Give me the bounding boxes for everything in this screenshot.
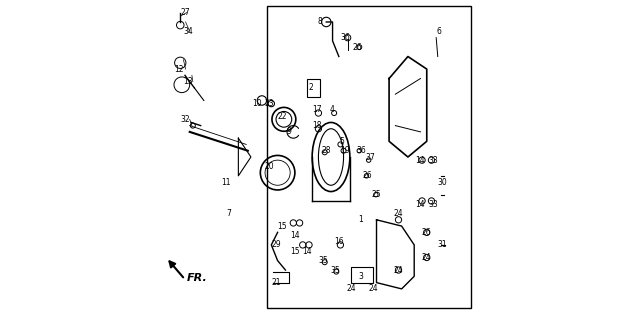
Text: 25: 25 (372, 190, 381, 199)
Text: 14: 14 (303, 247, 312, 256)
Text: 8: 8 (317, 18, 323, 26)
Text: 24: 24 (394, 209, 403, 218)
Text: 30: 30 (438, 178, 447, 187)
Text: 37: 37 (365, 153, 375, 161)
Text: 14: 14 (290, 231, 300, 240)
Text: 9: 9 (286, 127, 291, 136)
Text: 34: 34 (183, 27, 193, 36)
Text: 28: 28 (321, 146, 331, 155)
Text: 26: 26 (422, 228, 431, 237)
Text: 31: 31 (438, 241, 447, 249)
Text: 4: 4 (330, 106, 335, 114)
Text: 15: 15 (278, 222, 287, 230)
Text: 21: 21 (271, 278, 281, 287)
Text: 27: 27 (180, 8, 190, 17)
Text: 23: 23 (265, 99, 275, 108)
Text: 24: 24 (369, 284, 378, 293)
Text: 19: 19 (340, 146, 350, 155)
Text: 22: 22 (278, 112, 287, 121)
Text: 33: 33 (428, 200, 438, 208)
Text: 24: 24 (347, 284, 356, 293)
Text: 26: 26 (362, 171, 372, 180)
Text: 5: 5 (340, 137, 344, 146)
Text: 13: 13 (183, 77, 193, 86)
Text: 3: 3 (358, 272, 364, 281)
Text: 26: 26 (353, 43, 362, 51)
Text: 11: 11 (221, 178, 230, 187)
Text: 7: 7 (227, 209, 232, 218)
Text: 36: 36 (356, 146, 365, 155)
Text: 14: 14 (415, 156, 426, 165)
Text: 29: 29 (271, 241, 281, 249)
Text: 15: 15 (290, 247, 300, 256)
Text: 36: 36 (340, 33, 350, 42)
Text: 2: 2 (308, 84, 313, 92)
Text: 35: 35 (331, 266, 340, 274)
Text: 10: 10 (252, 99, 262, 108)
Bar (267, 6, 471, 308)
Text: 35: 35 (318, 256, 328, 265)
Text: 32: 32 (180, 115, 190, 124)
Text: 18: 18 (312, 121, 322, 130)
Text: 33: 33 (428, 156, 438, 165)
Text: 20: 20 (265, 162, 275, 171)
Text: 24: 24 (422, 253, 431, 262)
Text: FR.: FR. (186, 273, 207, 283)
Text: 12: 12 (174, 65, 184, 73)
Text: 17: 17 (312, 106, 322, 114)
Text: 1: 1 (358, 215, 363, 224)
Text: 16: 16 (334, 237, 344, 246)
Text: 6: 6 (437, 27, 442, 36)
Text: 14: 14 (415, 200, 426, 208)
Text: 24: 24 (394, 266, 403, 274)
